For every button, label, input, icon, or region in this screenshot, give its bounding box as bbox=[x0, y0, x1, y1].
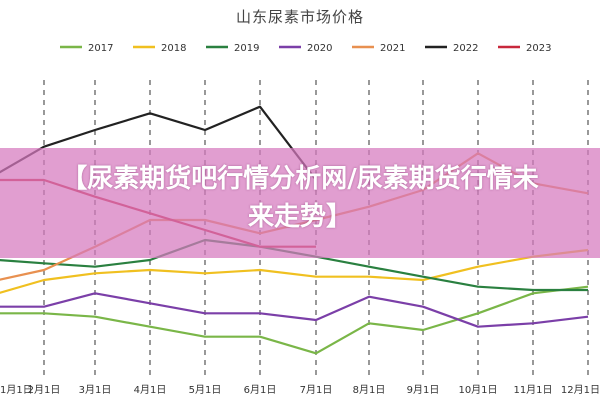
x-tick-label-6: 7月1日 bbox=[300, 384, 333, 396]
series-line-2018 bbox=[0, 248, 589, 294]
legend-label-2020: 2020 bbox=[307, 43, 332, 54]
legend-label-2019: 2019 bbox=[234, 43, 259, 54]
x-tick-label-10: 11月1日 bbox=[513, 384, 552, 396]
legend-item-2023: 2023 bbox=[498, 43, 551, 54]
legend-label-2018: 2018 bbox=[161, 43, 186, 54]
x-tick-label-1: 2月1日 bbox=[28, 384, 61, 396]
legend-item-2021: 2021 bbox=[352, 43, 405, 54]
banner-text: 【尿素期货吧行情分析网/尿素期货行情未来走势】 bbox=[61, 164, 539, 232]
x-tick-label-3: 4月1日 bbox=[134, 384, 167, 396]
x-tick-label-2: 3月1日 bbox=[79, 384, 112, 396]
legend-label-2021: 2021 bbox=[380, 43, 405, 54]
series-line-2022 bbox=[0, 105, 317, 181]
legend-item-2018: 2018 bbox=[133, 43, 186, 54]
x-tick-label-0: 1月1日 bbox=[0, 384, 33, 396]
x-tick-label-8: 9月1日 bbox=[407, 384, 440, 396]
x-tick-label-4: 5月1日 bbox=[189, 384, 222, 396]
x-tick-label-7: 8月1日 bbox=[353, 384, 386, 396]
legend-item-2022: 2022 bbox=[425, 43, 478, 54]
legend-item-2019: 2019 bbox=[206, 43, 259, 54]
x-tick-label-9: 10月1日 bbox=[458, 384, 497, 396]
legend-item-2020: 2020 bbox=[279, 43, 332, 54]
x-tick-label-11: 12月1日 bbox=[561, 384, 600, 396]
legend: 2017 2018 2019 2020 2021 2022 2023 bbox=[60, 43, 551, 54]
chart-title: 山东尿素市场价格 bbox=[235, 8, 364, 26]
legend-label-2022: 2022 bbox=[453, 43, 478, 54]
legend-label-2017: 2017 bbox=[88, 43, 113, 54]
x-tick-label-5: 6月1日 bbox=[244, 384, 277, 396]
series-line-2020 bbox=[0, 292, 589, 328]
legend-label-2023: 2023 bbox=[526, 43, 551, 54]
legend-item-2017: 2017 bbox=[60, 43, 113, 54]
watermark-banner bbox=[0, 148, 600, 258]
series-line-2017 bbox=[0, 285, 589, 355]
